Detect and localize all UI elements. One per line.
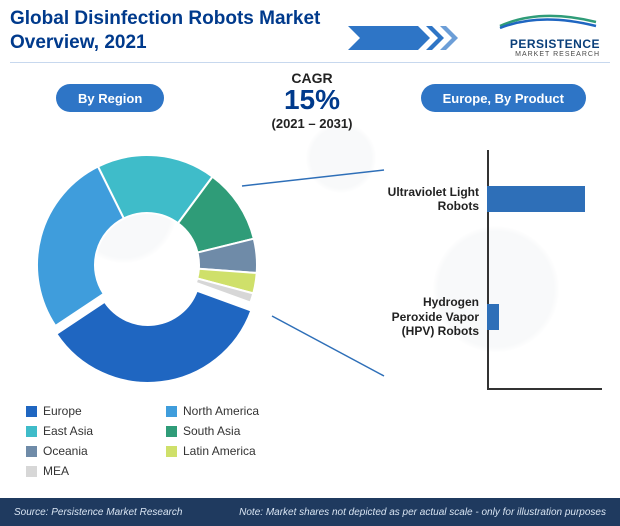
legend-label: MEA: [43, 464, 69, 478]
legend-item: Europe: [26, 404, 166, 418]
legend-item: East Asia: [26, 424, 166, 438]
header-divider: [10, 62, 610, 63]
legend-swatch: [166, 446, 177, 457]
chevron-icon: [348, 26, 468, 50]
bar-fill: [487, 304, 499, 330]
logo-swoosh-icon: [480, 12, 600, 35]
legend-swatch: [26, 466, 37, 477]
bar-label: Hydrogen Peroxide Vapor (HPV) Robots: [372, 295, 487, 338]
legend-label: Oceania: [43, 444, 88, 458]
footer: Source: Persistence Market Research Note…: [0, 498, 620, 526]
donut-chart: 35.1%: [22, 140, 272, 390]
legend-label: North America: [183, 404, 259, 418]
bar-chart: Ultraviolet Light Robots Hydrogen Peroxid…: [372, 150, 602, 390]
legend-item: North America: [166, 404, 306, 418]
legend-swatch: [26, 446, 37, 457]
pill-by-product: Europe, By Product: [421, 84, 586, 112]
logo-text-bottom: MARKET RESEARCH: [480, 51, 600, 58]
bar-label: Ultraviolet Light Robots: [372, 185, 487, 214]
legend-swatch: [26, 406, 37, 417]
legend-item: Latin America: [166, 444, 306, 458]
legend-item: Oceania: [26, 444, 166, 458]
cagr-period: (2021 – 2031): [242, 116, 382, 131]
cagr-block: CAGR 15% (2021 – 2031): [242, 70, 382, 131]
legend-swatch: [166, 426, 177, 437]
bar-fill: [487, 186, 585, 212]
pill-left-label: By Region: [78, 91, 142, 106]
cagr-value: 15%: [242, 84, 382, 116]
infographic-root: Global Disinfection Robots Market Overvi…: [0, 0, 620, 526]
header: Global Disinfection Robots Market Overvi…: [10, 8, 610, 68]
logo-text-top: PERSISTENCE: [480, 37, 600, 51]
bar-x-axis: [487, 388, 602, 390]
legend-item: South Asia: [166, 424, 306, 438]
legend: Europe North America East Asia South Asia Oc…: [26, 404, 316, 484]
legend-label: East Asia: [43, 424, 93, 438]
legend-swatch: [166, 406, 177, 417]
footer-source: Source: Persistence Market Research: [14, 507, 182, 518]
logo: PERSISTENCE MARKET RESEARCH: [480, 12, 600, 58]
bar-row: Hydrogen Peroxide Vapor (HPV) Robots: [372, 300, 602, 334]
pill-right-label: Europe, By Product: [443, 91, 564, 106]
legend-item: MEA: [26, 464, 166, 478]
footer-note: Note: Market shares not depicted as per …: [239, 507, 606, 518]
legend-label: South Asia: [183, 424, 240, 438]
legend-swatch: [26, 426, 37, 437]
legend-label: Europe: [43, 404, 82, 418]
pill-by-region: By Region: [56, 84, 164, 112]
bar-row: Ultraviolet Light Robots: [372, 182, 602, 216]
legend-label: Latin America: [183, 444, 256, 458]
